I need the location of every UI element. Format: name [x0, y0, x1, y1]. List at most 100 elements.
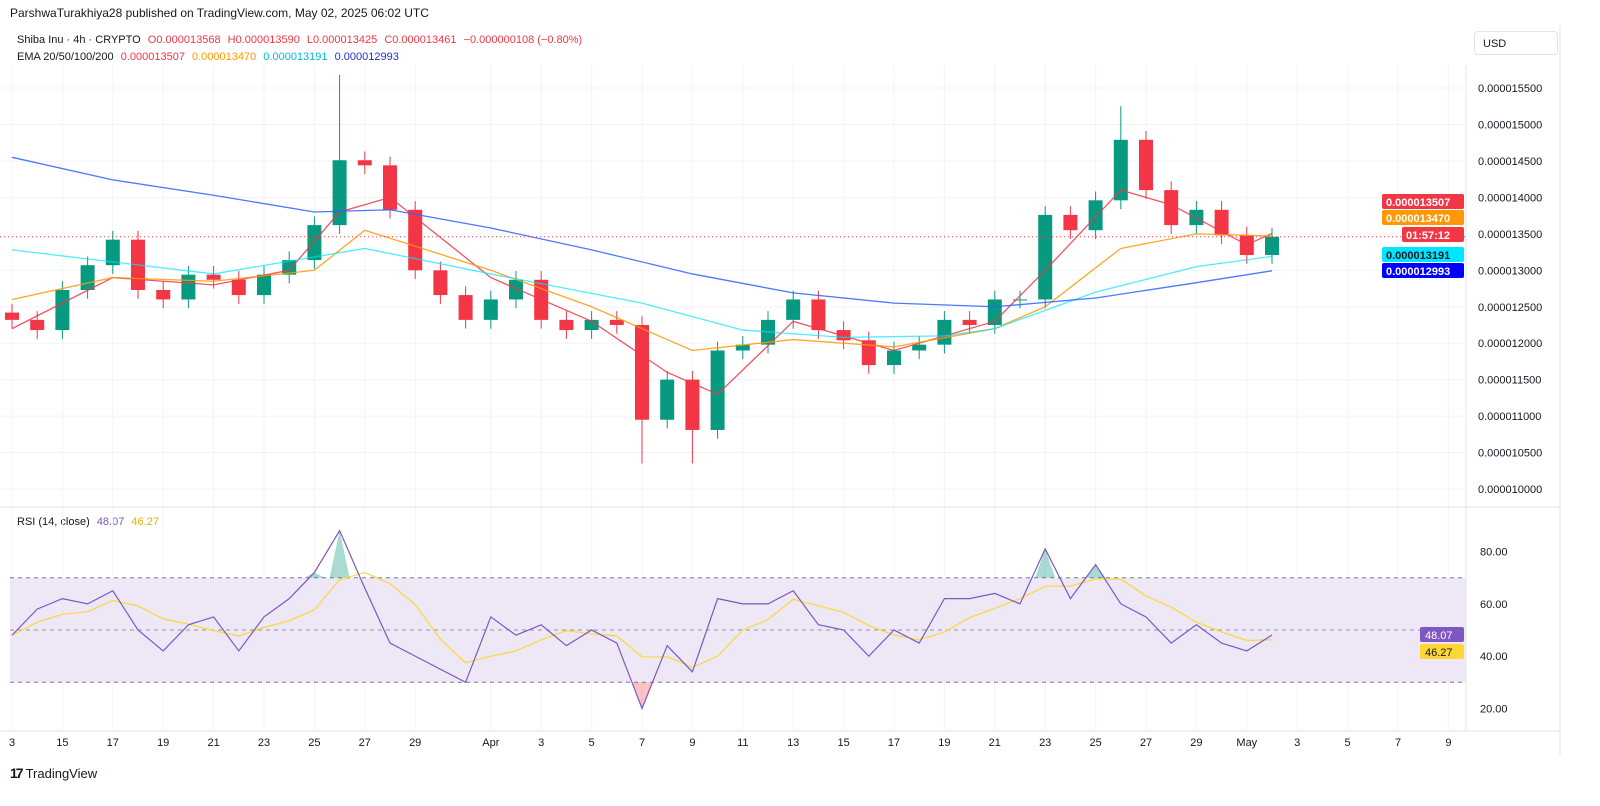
price-tick-label: 0.000010500: [1478, 448, 1542, 460]
x-tick-label: May: [1236, 737, 1257, 749]
price-tick-label: 0.000012000: [1478, 338, 1542, 350]
candle-body: [231, 279, 246, 296]
open-value: O0.000013568: [147, 34, 221, 46]
ema-label[interactable]: EMA 20/50/100/200: [17, 51, 114, 63]
x-tick-label: 3: [1294, 737, 1300, 749]
candle-body: [509, 279, 523, 300]
candle-body: [710, 350, 725, 430]
price-tick-label: 0.000013500: [1478, 229, 1542, 241]
candle-body: [912, 344, 927, 351]
candle-body: [55, 289, 70, 331]
candle-body: [458, 295, 473, 320]
x-tick-label: 9: [689, 737, 695, 749]
candle-body: [357, 160, 372, 166]
candle-body: [1265, 236, 1279, 255]
currency-button[interactable]: USD: [1474, 31, 1558, 55]
rsi-label[interactable]: RSI (14, close): [17, 516, 90, 528]
ema200-line: [11, 156, 1273, 308]
candle-body: [332, 160, 347, 226]
candle-body: [887, 350, 901, 366]
x-tick-label: 23: [258, 737, 270, 749]
candle-body: [257, 274, 271, 296]
price-tick-label: 0.000012500: [1478, 302, 1542, 314]
ema200-price-tag-text: 0.000012993: [1386, 266, 1450, 278]
ema100-line: [11, 247, 1273, 339]
rsi-ma-tag: [1420, 644, 1464, 660]
symbol-legend: Shiba Inu · 4h · CRYPTO O0.000013568 H0.…: [17, 34, 586, 46]
ema50-value: 0.000013470: [192, 51, 257, 63]
candle-body: [861, 340, 876, 366]
x-tick-label: Apr: [482, 737, 499, 749]
rsi-tick-label: 20.00: [1480, 703, 1508, 715]
x-tick-label: 5: [1345, 737, 1351, 749]
x-tick-label: 29: [409, 737, 421, 749]
candle-body: [811, 299, 826, 331]
price-tick-label: 0.000015000: [1478, 120, 1542, 132]
price-tick-label: 0.000010000: [1478, 484, 1542, 496]
x-tick-label: 17: [107, 737, 119, 749]
rsi-value: 48.07: [96, 516, 125, 528]
candle-body: [836, 330, 851, 341]
ema100-price-tag-text: 0.000013191: [1386, 250, 1450, 262]
ema200-value: 0.000012993: [334, 51, 399, 63]
price-tick-label: 0.000014500: [1478, 156, 1542, 168]
price-tick-label: 0.000015500: [1478, 83, 1542, 95]
candle-body: [937, 319, 952, 345]
x-tick-label: 25: [308, 737, 320, 749]
candle-body: [80, 265, 95, 290]
ema20-value: 0.000013507: [120, 51, 185, 63]
tv-logo-icon: 17: [10, 765, 24, 781]
x-tick-label: 3: [9, 737, 15, 749]
publisher-header: ParshwaTurakhiya28 published on TradingV…: [10, 6, 429, 20]
x-tick-label: 15: [837, 737, 849, 749]
x-tick-label: 11: [737, 737, 748, 749]
rsi-overbought-fill: [329, 530, 350, 578]
candle-body: [584, 319, 599, 331]
x-tick-label: 29: [1190, 737, 1202, 749]
rsi-ma-tag-text: 46.27: [1425, 647, 1453, 659]
x-tick-label: 25: [1089, 737, 1101, 749]
rsi-ma-value: 46.27: [131, 516, 159, 528]
x-tick-label: 27: [359, 737, 371, 749]
rsi-overbought-fill: [1085, 564, 1106, 578]
candle-body: [962, 319, 977, 325]
countdown-tag: [1402, 227, 1464, 242]
x-tick-label: 21: [207, 737, 219, 749]
candle-body: [1139, 139, 1153, 191]
x-tick-label: 17: [888, 737, 900, 749]
ema20-price-tag-text: 0.000013507: [1386, 197, 1450, 209]
tradingview-logo[interactable]: 17 TradingView: [10, 765, 97, 781]
candle-body: [559, 319, 574, 331]
price-tick-label: 0.000011500: [1478, 375, 1541, 387]
candle-body: [635, 324, 649, 420]
ema-legend: EMA 20/50/100/200 0.000013507 0.00001347…: [17, 51, 403, 63]
candle-body: [181, 274, 196, 300]
candle-body: [156, 289, 171, 300]
x-tick-label: 3: [538, 737, 544, 749]
x-tick-label: 5: [589, 737, 595, 749]
candle-body: [105, 239, 120, 266]
ema50-price-tag: [1382, 210, 1464, 225]
candle-body: [433, 270, 448, 296]
close-value: C0.000013461: [384, 34, 457, 46]
rsi-ma-line: [11, 571, 1273, 668]
price-tick-label: 0.000011000: [1478, 411, 1541, 423]
candle-body: [1088, 200, 1103, 231]
ema100-value: 0.000013191: [263, 51, 328, 63]
x-tick-label: 7: [639, 737, 645, 749]
candle-body: [307, 225, 322, 261]
symbol-name[interactable]: Shiba Inu · 4h · CRYPTO: [17, 34, 141, 46]
x-tick-label: 9: [1445, 737, 1451, 749]
rsi-line: [11, 529, 1273, 711]
candle-body: [30, 319, 45, 331]
x-tick-label: 7: [1395, 737, 1401, 749]
x-tick-label: 19: [938, 737, 950, 749]
ema50-price-tag-text: 0.000013470: [1386, 213, 1450, 225]
ema50-line: [11, 229, 1273, 352]
ema100-price-tag: [1382, 247, 1464, 262]
logo-text: TradingView: [25, 765, 98, 781]
x-tick-label: 21: [989, 737, 1001, 749]
rsi-value-tag-text: 48.07: [1425, 630, 1453, 642]
rsi-legend: RSI (14, close) 48.07 46.27: [17, 516, 163, 528]
